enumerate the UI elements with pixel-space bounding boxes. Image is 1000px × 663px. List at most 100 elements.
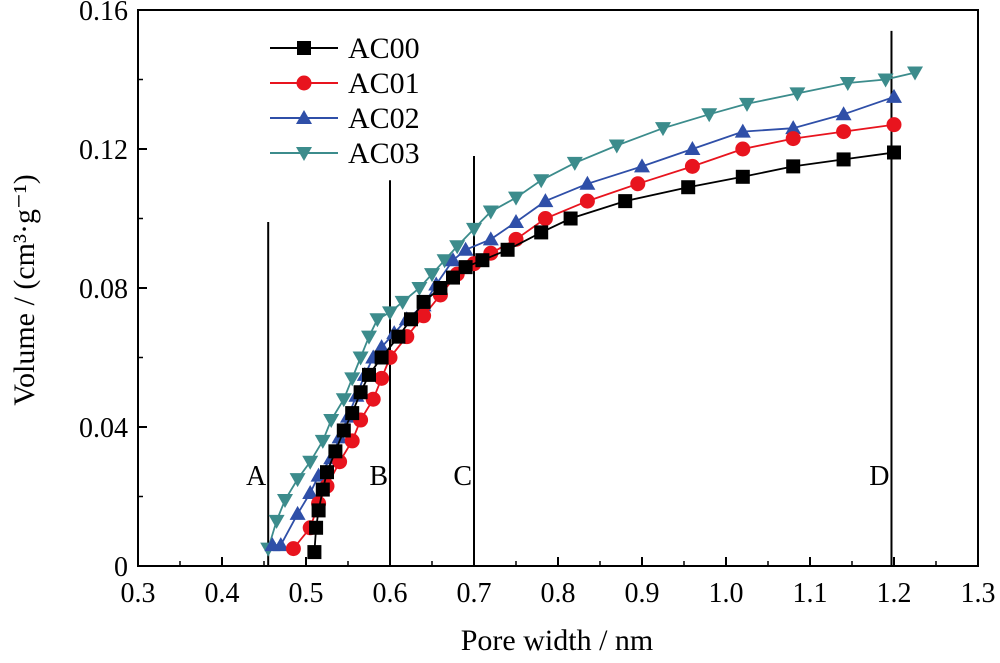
region-label-a: A — [246, 461, 267, 492]
data-point-ac02 — [482, 231, 499, 246]
x-tick-label: 0.4 — [205, 578, 240, 609]
y-tick-label: 0 — [114, 552, 128, 583]
data-point-ac03 — [277, 493, 293, 508]
data-point-ac00 — [311, 503, 326, 518]
x-axis-title: Pore width / nm — [461, 624, 654, 657]
data-point-ac03 — [361, 330, 377, 345]
data-point-ac00 — [836, 152, 851, 167]
data-point-ac01 — [886, 117, 902, 133]
data-point-ac00 — [534, 225, 549, 240]
y-tick-label: 0.16 — [79, 0, 128, 27]
data-point-ac01 — [285, 541, 301, 557]
region-label-d: D — [869, 461, 889, 492]
data-point-ac01 — [365, 391, 381, 407]
data-point-ac03 — [482, 205, 499, 220]
series-ac03 — [260, 66, 923, 557]
y-tick-label: 0.08 — [79, 274, 128, 305]
data-point-ac03 — [382, 306, 398, 321]
legend-entry-ac03: AC03 — [270, 137, 420, 170]
data-point-ac01 — [416, 308, 432, 324]
data-point-ac02 — [734, 123, 751, 138]
data-point-ac00 — [328, 444, 343, 459]
legend-entry-ac00: AC00 — [270, 32, 420, 65]
data-point-ac03 — [323, 414, 340, 429]
data-point-ac01 — [537, 211, 553, 226]
data-point-ac00 — [681, 180, 696, 195]
legend-label-ac02: AC02 — [348, 102, 420, 135]
data-point-ac02 — [373, 339, 390, 354]
y-tick-label: 0.04 — [79, 413, 128, 444]
x-tick-label: 0.7 — [457, 578, 492, 609]
x-tick-label: 1.0 — [709, 578, 744, 609]
data-point-ac02 — [579, 175, 596, 190]
y-axis-title: Volume / (cm³·g⁻¹) — [8, 174, 41, 406]
data-point-ac03 — [466, 222, 482, 237]
data-point-ac03 — [314, 434, 331, 449]
data-point-ac00 — [887, 145, 901, 160]
data-point-ac00 — [404, 312, 418, 327]
legend-label-ac03: AC03 — [348, 137, 420, 170]
data-point-ac03 — [302, 455, 319, 470]
legend-label-ac00: AC00 — [348, 32, 420, 65]
data-point-ac02 — [634, 158, 650, 173]
data-point-ac00 — [315, 482, 330, 497]
data-point-ac03 — [344, 372, 361, 387]
x-tick-label: 0.6 — [373, 578, 408, 609]
series-ac00 — [307, 145, 901, 560]
data-point-ac00 — [374, 350, 389, 365]
data-point-ac03 — [608, 139, 625, 154]
data-point-ac02 — [835, 106, 852, 121]
x-tick-label: 0.5 — [289, 578, 324, 609]
data-point-ac03 — [789, 87, 806, 102]
data-point-ac02 — [684, 141, 701, 155]
data-point-ac00 — [563, 211, 578, 226]
data-point-ac01 — [630, 176, 646, 192]
data-point-ac03 — [533, 174, 550, 189]
series-line-ac00 — [313, 151, 895, 553]
data-point-ac00 — [618, 194, 633, 209]
data-point-ac03 — [508, 191, 524, 206]
data-point-ac01 — [735, 141, 751, 157]
data-point-ac00 — [309, 520, 324, 535]
data-point-ac01 — [836, 124, 852, 140]
data-point-ac00 — [353, 385, 368, 400]
legend-marker-ac00 — [297, 41, 311, 55]
data-point-ac03 — [352, 351, 369, 366]
data-point-ac03 — [839, 76, 856, 91]
data-point-ac00 — [336, 423, 351, 438]
data-point-ac03 — [289, 473, 306, 488]
data-point-ac00 — [500, 242, 515, 257]
data-point-ac02 — [302, 485, 319, 500]
data-point-ac02 — [272, 537, 289, 552]
legend-entry-ac02: AC02 — [270, 102, 420, 135]
x-tick-label: 0.8 — [541, 578, 576, 609]
data-point-ac00 — [786, 159, 801, 174]
data-point-ac01 — [684, 158, 700, 174]
data-point-ac00 — [391, 329, 406, 344]
data-point-ac02 — [289, 505, 306, 520]
x-tick-label: 1.1 — [793, 578, 828, 609]
data-point-ac02 — [886, 88, 902, 103]
legend-entry-ac01: AC01 — [270, 67, 420, 100]
legend-marker-ac01 — [296, 75, 312, 91]
data-point-ac03 — [907, 66, 923, 81]
data-point-ac00 — [307, 545, 322, 560]
data-point-ac00 — [433, 281, 448, 295]
data-point-ac03 — [424, 268, 440, 283]
data-point-ac00 — [446, 270, 460, 285]
region-label-b: B — [369, 461, 388, 492]
data-point-ac00 — [735, 169, 750, 184]
data-point-ac03 — [449, 240, 466, 255]
x-tick-label: 0.9 — [625, 578, 660, 609]
data-point-ac03 — [739, 97, 755, 112]
data-point-ac03 — [655, 122, 671, 137]
data-point-ac03 — [436, 254, 453, 269]
data-point-ac03 — [268, 514, 285, 529]
data-point-ac03 — [411, 282, 428, 296]
legend-marker-ac02 — [296, 110, 312, 124]
legend-marker-ac03 — [296, 147, 312, 161]
y-tick-label: 0.12 — [79, 135, 128, 166]
data-point-ac02 — [508, 213, 524, 228]
